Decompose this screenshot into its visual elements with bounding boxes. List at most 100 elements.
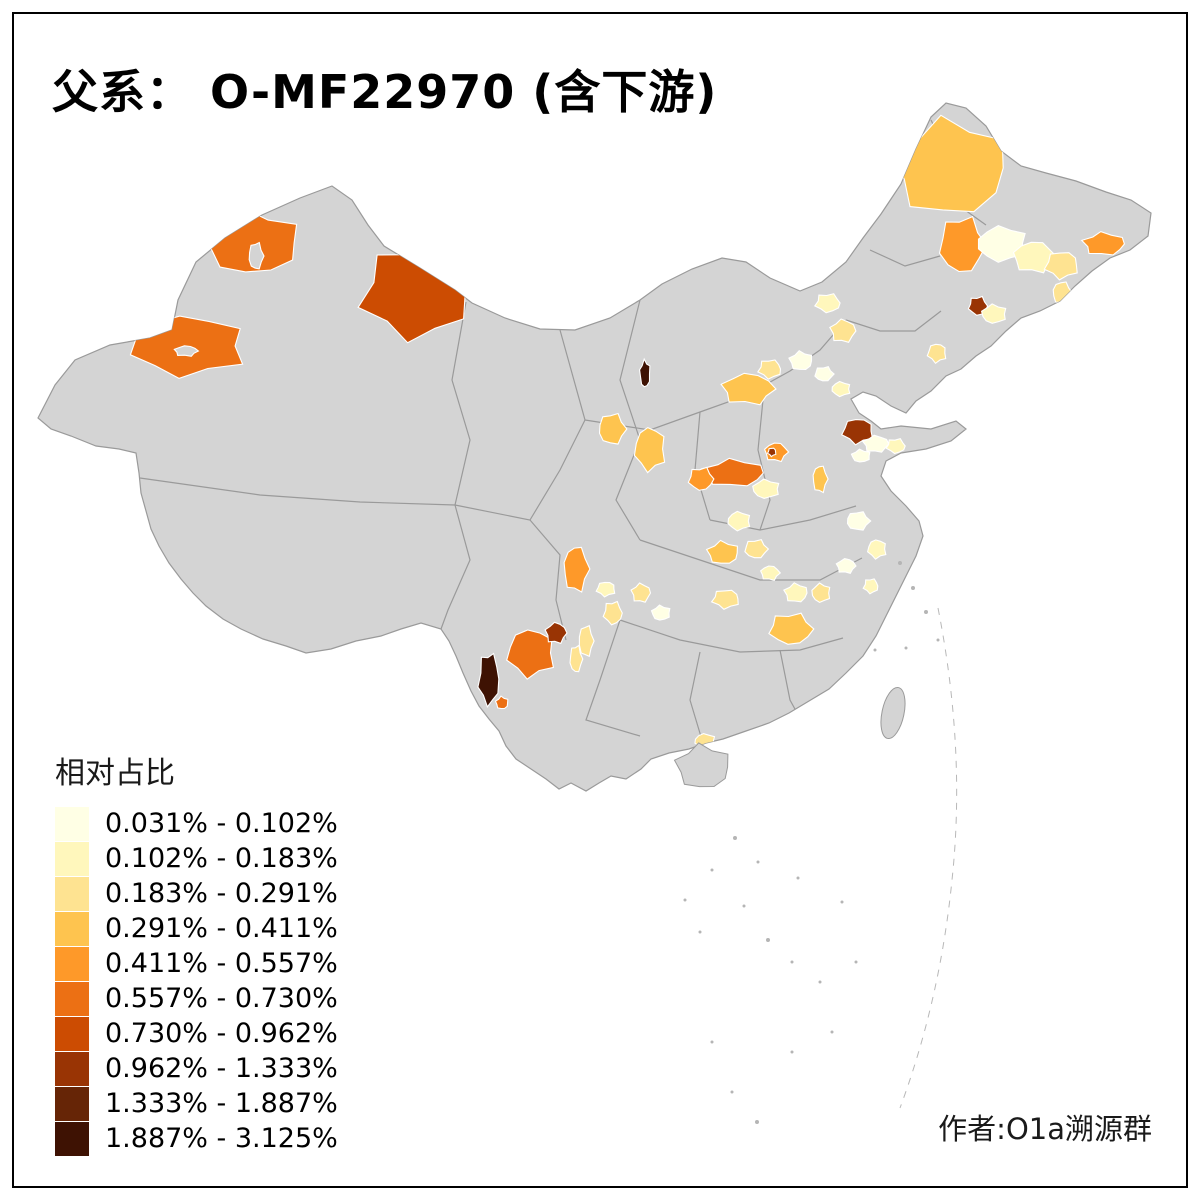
prefecture-region	[544, 621, 568, 645]
prefecture-region	[766, 447, 777, 458]
small-island	[755, 1120, 759, 1124]
prefecture-region	[687, 466, 715, 491]
sea-boundary-dashed	[899, 607, 958, 1109]
legend-label: 0.183% - 0.291%	[105, 878, 338, 909]
china-mainland	[37, 102, 1152, 792]
legend-label: 0.962% - 1.333%	[105, 1053, 338, 1084]
small-island	[742, 904, 746, 908]
legend-swatch	[55, 981, 89, 1016]
prefecture-region	[602, 600, 623, 626]
prefecture-region	[598, 412, 628, 445]
prefecture-region	[710, 589, 739, 610]
prefecture-region	[563, 546, 591, 593]
legend: 相对占比 0.031% - 0.102% 0.102% - 0.183% 0.183…	[55, 748, 338, 1156]
prefecture-region	[846, 511, 872, 531]
small-island	[911, 586, 915, 590]
legend-swatch	[55, 841, 89, 876]
prefecture-region	[813, 293, 841, 314]
legend-row: 0.411% - 0.557%	[55, 946, 338, 981]
prefecture-region	[705, 539, 738, 564]
small-island	[873, 648, 877, 652]
prefecture-region	[938, 215, 988, 273]
legend-swatch	[55, 1051, 89, 1086]
prefecture-region	[835, 558, 857, 574]
prefecture-region	[756, 359, 782, 380]
map-title: 父系： O-MF22970 (含下游)	[52, 65, 718, 119]
prefecture-region	[866, 539, 887, 560]
prefecture-region	[811, 582, 831, 604]
prefecture-region	[788, 350, 813, 371]
legend-label: 0.031% - 0.102%	[105, 808, 338, 839]
prefecture-region	[763, 442, 790, 463]
legend-row: 1.333% - 1.887%	[55, 1086, 338, 1121]
province-border	[869, 249, 941, 267]
small-island	[818, 980, 822, 984]
prefecture-region	[814, 365, 835, 382]
province-border	[454, 504, 567, 641]
prefecture-region	[744, 538, 770, 559]
prefecture-region	[569, 644, 584, 673]
prefecture-region	[812, 465, 829, 494]
small-island	[733, 836, 737, 840]
small-island	[830, 1030, 834, 1034]
prefecture-region	[980, 303, 1007, 324]
province-border	[757, 379, 771, 531]
prefecture-region	[650, 604, 671, 621]
prefecture-region	[829, 318, 857, 343]
legend-row: 0.031% - 0.102%	[55, 806, 338, 841]
small-island	[904, 646, 908, 650]
small-island	[766, 938, 770, 942]
legend-label: 0.557% - 0.730%	[105, 983, 338, 1014]
taiwan-island	[880, 686, 906, 740]
small-island	[710, 1040, 714, 1044]
legend-label: 0.730% - 0.962%	[105, 1018, 338, 1049]
small-island	[683, 898, 687, 902]
legend-label: 1.333% - 1.887%	[105, 1088, 338, 1119]
small-island	[698, 930, 702, 934]
legend-row: 0.730% - 0.962%	[55, 1016, 338, 1051]
legend-rows: 0.031% - 0.102% 0.102% - 0.183% 0.183% - 0…	[55, 806, 338, 1156]
hainan-island	[673, 742, 729, 788]
legend-row: 0.183% - 0.291%	[55, 876, 338, 911]
prefecture-region	[630, 582, 652, 603]
province-border	[451, 301, 471, 506]
legend-swatch	[55, 806, 89, 841]
legend-label: 1.887% - 3.125%	[105, 1123, 338, 1154]
legend-swatch	[55, 946, 89, 981]
prefecture-region	[720, 372, 777, 406]
small-island	[924, 610, 928, 614]
province-border	[440, 504, 471, 630]
prefecture-region	[1043, 252, 1078, 281]
small-island	[854, 960, 858, 964]
prefecture-region	[595, 581, 616, 598]
uncolored-enclave	[248, 241, 265, 270]
legend-row: 0.102% - 0.183%	[55, 841, 338, 876]
prefecture-region	[861, 434, 890, 453]
prefecture-region	[506, 629, 555, 680]
author-credit: 作者:O1a溯源群	[938, 1112, 1152, 1146]
legend-swatch	[55, 1016, 89, 1051]
prefecture-region	[1080, 230, 1126, 256]
small-island	[710, 868, 714, 872]
legend-row: 0.962% - 1.333%	[55, 1051, 338, 1086]
prefecture-region	[831, 380, 851, 398]
legend-swatch	[55, 1086, 89, 1121]
prefecture-region	[752, 478, 780, 499]
legend-swatch	[55, 876, 89, 911]
small-island	[756, 860, 760, 864]
province-border	[529, 329, 586, 521]
prefecture-region	[633, 426, 666, 474]
small-island	[898, 561, 902, 565]
prefecture-region	[885, 438, 906, 455]
legend-label: 0.291% - 0.411%	[105, 913, 338, 944]
legend-label: 0.411% - 0.557%	[105, 948, 338, 979]
legend-row: 1.887% - 3.125%	[55, 1121, 338, 1156]
prefecture-region	[477, 652, 500, 708]
prefecture-region	[783, 582, 808, 603]
legend-swatch	[55, 1121, 89, 1156]
prefecture-region	[727, 510, 751, 532]
small-island	[790, 1050, 794, 1054]
legend-label: 0.102% - 0.183%	[105, 843, 338, 874]
small-island	[730, 1090, 734, 1094]
